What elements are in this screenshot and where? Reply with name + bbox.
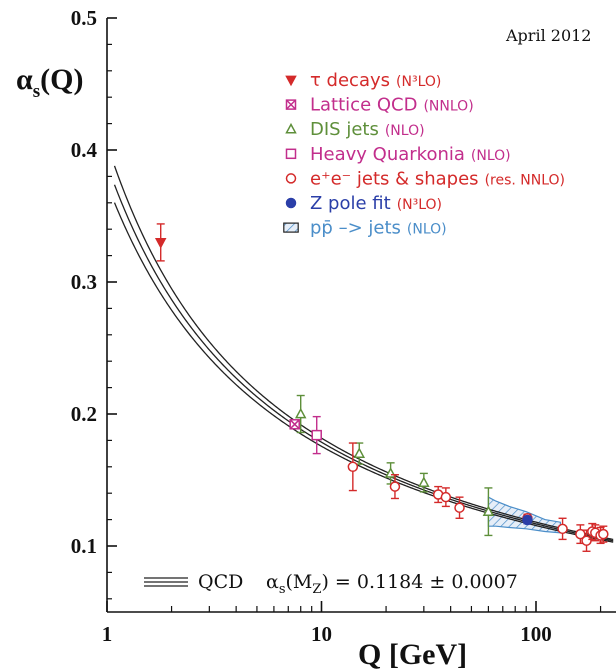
data-point bbox=[389, 474, 401, 500]
data-point bbox=[454, 496, 465, 519]
x-tick-label: 1 bbox=[102, 622, 113, 646]
marker-triangle-down bbox=[285, 75, 297, 87]
marker-square bbox=[311, 429, 322, 441]
legend-entry: τ decays (N³LO) bbox=[285, 70, 441, 91]
marker-square-x-cross bbox=[289, 419, 300, 430]
data-point bbox=[418, 472, 430, 493]
x-tick-label: 10 bbox=[311, 622, 332, 646]
data-point bbox=[440, 487, 452, 508]
marker-circle bbox=[581, 535, 592, 546]
y-tick-label: 0.1 bbox=[71, 534, 97, 558]
marker-hatched-box bbox=[283, 222, 299, 233]
marker-square-x-cross bbox=[285, 99, 297, 110]
data-point bbox=[557, 517, 568, 541]
x-axis-title: Q [GeV] bbox=[358, 638, 467, 670]
marker-circle bbox=[440, 491, 452, 503]
marker-circle bbox=[389, 481, 401, 492]
legend-entry: Lattice QCD (NNLO) bbox=[285, 95, 474, 116]
legend: τ decays (N³LO) Lattice QCD (NNLO) DIS jets(… bbox=[283, 70, 565, 239]
qcd-legend-name: QCD bbox=[198, 571, 243, 593]
qcd-legend: QCD αs(MZ) = 0.1184 ± 0.0007 bbox=[144, 571, 518, 597]
marker-circle bbox=[598, 528, 609, 540]
marker-triangle-up bbox=[418, 476, 430, 487]
data-point bbox=[432, 485, 444, 504]
marker-triangle-up bbox=[294, 407, 307, 419]
y-axis: 0.1 0.2 0.3 0.4 0.5 bbox=[71, 6, 117, 600]
marker-triangle-up bbox=[353, 447, 366, 458]
data-point bbox=[575, 524, 586, 545]
plot-frame bbox=[106, 18, 616, 613]
legend-entry: Heavy Quarkonia (NLO) bbox=[285, 144, 511, 165]
qcd-legend-value: αs(MZ) = 0.1184 ± 0.0007 bbox=[266, 571, 518, 597]
legend-entry-label: τ decays (N³LO) bbox=[310, 70, 441, 91]
y-axis-title: αs(Q) bbox=[16, 63, 83, 102]
marker-square bbox=[285, 148, 297, 160]
data-points bbox=[154, 223, 609, 552]
y-tick-label: 0.4 bbox=[71, 138, 98, 162]
y-tick-label: 0.2 bbox=[71, 402, 97, 426]
data-point bbox=[154, 223, 167, 262]
legend-entry: pp̄ –> jets (NLO) bbox=[283, 218, 447, 239]
qcd-legend-lines bbox=[144, 577, 188, 587]
legend-entry: DIS jets (NLO) bbox=[285, 119, 425, 140]
y-tick-label: 0.3 bbox=[71, 270, 97, 294]
legend-entry: Z pole fit (N³LO) bbox=[285, 193, 442, 214]
legend-entry-label: Heavy Quarkonia (NLO) bbox=[310, 144, 511, 165]
marker-triangle-up bbox=[482, 505, 495, 517]
y-tick-label: 0.5 bbox=[71, 6, 97, 30]
data-point bbox=[522, 514, 533, 526]
legend-entry-label: pp̄ –> jets (NLO) bbox=[310, 218, 447, 239]
data-point bbox=[294, 394, 307, 434]
data-point bbox=[289, 419, 300, 430]
marker-triangle-up bbox=[285, 122, 297, 134]
marker-circle bbox=[454, 502, 465, 513]
qcd-curve-line bbox=[113, 202, 614, 543]
date-annotation: April 2012 bbox=[505, 26, 591, 45]
data-point bbox=[311, 415, 322, 455]
marker-triangle-down bbox=[154, 238, 167, 249]
marker-circle bbox=[285, 173, 297, 184]
marker-circle bbox=[522, 514, 533, 526]
marker-circle bbox=[575, 528, 586, 540]
legend-entry-label: DIS jets (NLO) bbox=[310, 119, 425, 140]
legend-entry-label: e⁺e⁻ jets & shapes (res. NNLO) bbox=[310, 168, 565, 189]
legend-entry-label: Z pole fit (N³LO) bbox=[310, 193, 442, 214]
data-point bbox=[590, 524, 601, 542]
legend-entry-label: Lattice QCD (NNLO) bbox=[310, 95, 474, 116]
x-tick-label: 100 bbox=[520, 622, 552, 646]
marker-circle bbox=[557, 523, 568, 535]
marker-circle bbox=[347, 461, 359, 473]
data-point bbox=[347, 442, 359, 492]
x-axis: 1 10 100 bbox=[102, 601, 602, 646]
marker-circle bbox=[285, 197, 297, 209]
legend-entry: e⁺e⁻ jets & shapes (res. NNLO) bbox=[285, 168, 565, 189]
data-point bbox=[482, 487, 495, 537]
data-point bbox=[598, 525, 609, 543]
